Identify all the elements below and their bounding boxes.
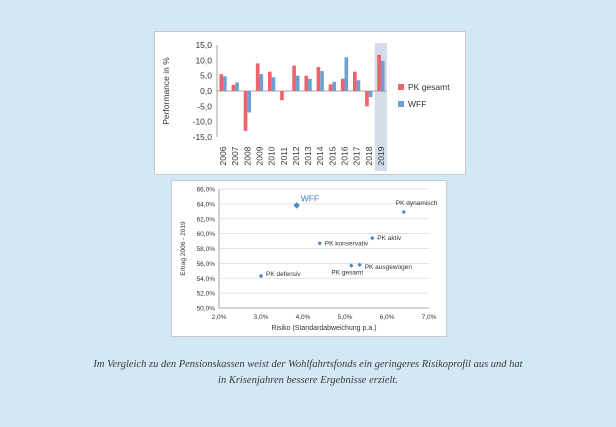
x-tick-label: 2016: [340, 146, 350, 165]
legend-label-wff: WFF: [408, 99, 426, 109]
bar-wff: [368, 91, 373, 98]
x-tick-label: 2007: [230, 146, 240, 165]
y-tick-label: 66,0%: [197, 187, 216, 194]
bar-wff: [235, 82, 239, 91]
bar-wff: [259, 74, 264, 91]
x-tick-label: 2009: [255, 146, 265, 165]
x-tick-label: 2006: [218, 146, 228, 165]
y-tick-label: 56,0%: [197, 261, 216, 268]
performance-bar-chart: 15,0 10,0 5,0 0,0 -5,0 -10,0 -15,0 2006 2007 2008…: [161, 40, 450, 171]
bar-wff: [380, 60, 385, 91]
scatter-label-pk-aktiv: PK aktiv: [377, 235, 402, 242]
x-tick-label: 2,0%: [212, 314, 227, 321]
y-tick-label: 60,0%: [197, 231, 216, 238]
bar-pk-gesamt: [292, 65, 296, 91]
legend-swatch-pk-gesamt: [398, 84, 404, 90]
x-tick-label: 6,0%: [380, 314, 395, 321]
scatter-point-pk-dynamisch: [401, 209, 406, 215]
bar-pk-gesamt: [377, 54, 381, 91]
risk-return-scatter-chart: 66,0% 64,0% 62,0% 60,0% 58,0% 56,0% 54,0% 52,0%…: [180, 187, 438, 333]
bar-pk-gesamt: [353, 71, 357, 91]
bar-wff: [308, 78, 312, 91]
y-tick-label: 58,0%: [197, 246, 216, 253]
scatter-label-pk-gesamt: PK gesamt: [331, 270, 363, 277]
bar-pk-gesamt: [304, 75, 309, 91]
bar-wff: [247, 91, 251, 113]
caption-line-2: in Krisenjahren bessere Ergebnisse erzie…: [218, 375, 398, 386]
x-tick-label: 3,0%: [254, 314, 269, 321]
figure-caption: Im Vergleich zu den Pensionskassen weist…: [60, 357, 556, 389]
bar-pk-gesamt: [255, 63, 260, 91]
scatter-point-pk-aktiv: [370, 235, 375, 241]
bar-pk-gesamt: [280, 91, 284, 101]
x-tick-label: 2014: [315, 146, 325, 165]
y-tick-label: 50,0%: [197, 306, 216, 313]
risk-return-scatter-panel: 66,0% 64,0% 62,0% 60,0% 58,0% 56,0% 54,0% 52,0%…: [171, 180, 447, 337]
bar-pk-gesamt: [219, 74, 224, 91]
bar-wff: [295, 75, 300, 91]
x-tick-label: 2019: [376, 146, 386, 165]
scatter-label-pk-dynamisch: PK dynamisch: [396, 200, 438, 207]
caption-line-1: Im Vergleich zu den Pensionskassen weist…: [93, 359, 523, 370]
legend-label-pk-gesamt: PK gesamt: [408, 82, 450, 92]
x-tick-label: 2018: [364, 146, 374, 165]
x-tick-label: 2017: [352, 146, 362, 165]
scatter-label-pk-konservativ: PK konservativ: [325, 240, 369, 247]
y-tick-label: -5,0: [197, 101, 212, 111]
y-tick-label: 0,0: [200, 86, 212, 96]
x-tick-label: 2008: [242, 146, 252, 165]
bar-wff: [271, 77, 276, 91]
scatter-label-wff: WFF: [301, 193, 319, 203]
bar-wff: [320, 71, 324, 91]
y-tick-label: -15,0: [193, 132, 213, 142]
x-axis-label: Risiko (Standardabweichung p.a.): [271, 325, 376, 332]
bar-wff: [356, 80, 361, 91]
x-tick-label: 2015: [327, 146, 337, 165]
y-tick-label: 52,0%: [197, 291, 216, 298]
scatter-point-pk-defensiv: [258, 273, 264, 279]
performance-bar-chart-panel: 15,0 10,0 5,0 0,0 -5,0 -10,0 -15,0 2006 2007 2008…: [154, 31, 466, 175]
x-tick-label: 2010: [267, 146, 277, 165]
bar-pk-gesamt: [231, 84, 236, 91]
scatter-point-wff: [293, 202, 300, 209]
x-tick-label: 2013: [303, 146, 313, 165]
y-tick-label: 62,0%: [197, 216, 216, 223]
scatter-label-pk-defensiv: PK defensiv: [266, 271, 301, 278]
y-tick-label: 54,0%: [197, 276, 216, 283]
bar-pk-gesamt: [328, 84, 333, 91]
x-tick-label: 4,0%: [296, 314, 311, 321]
legend-swatch-wff: [398, 101, 404, 107]
bar-pk-gesamt: [243, 91, 248, 131]
y-tick-label: 5,0: [200, 71, 212, 81]
bar-wff: [223, 76, 227, 91]
y-tick-label: 64,0%: [197, 201, 216, 208]
x-tick-label: 2012: [291, 146, 301, 165]
scatter-label-pk-ausgewogen: PK ausgewogen: [365, 264, 413, 271]
bar-pk-gesamt: [365, 91, 369, 107]
bar-wff: [332, 81, 336, 91]
bar-pk-gesamt: [340, 78, 345, 91]
scatter-point-pk-gesamt: [349, 263, 354, 268]
bar-pk-gesamt: [268, 71, 272, 91]
y-axis-label: Ertrag 2006 - 2019: [180, 221, 187, 276]
bar-wff: [344, 57, 349, 91]
x-tick-label: 2011: [279, 147, 289, 166]
y-tick-label: 10,0: [195, 55, 212, 65]
bar-pk-gesamt: [316, 67, 321, 91]
x-tick-label: 7,0%: [422, 314, 437, 321]
scatter-point-pk-ausgewogen: [357, 262, 362, 268]
y-tick-label: -10,0: [193, 117, 213, 127]
y-axis-label: Performance in %: [161, 57, 171, 125]
scatter-point-pk-konservativ: [317, 241, 322, 246]
x-tick-label: 5,0%: [338, 314, 353, 321]
y-tick-label: 15,0: [195, 40, 212, 50]
